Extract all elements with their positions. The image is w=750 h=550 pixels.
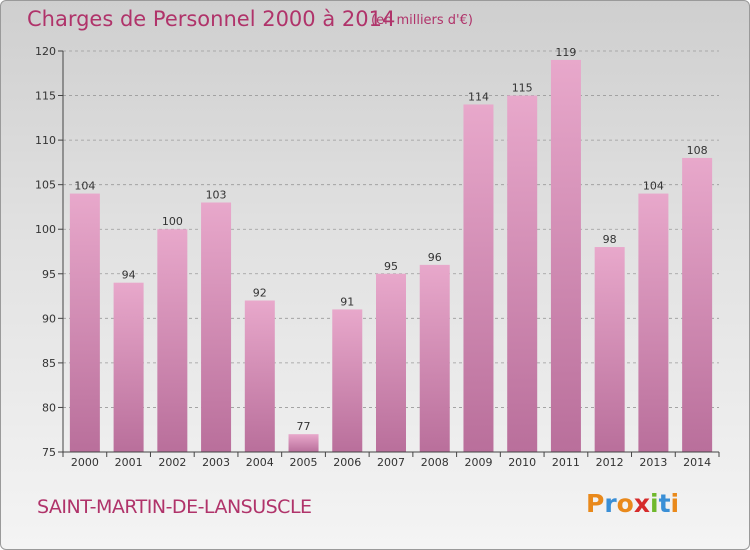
x-tick-label: 2003 (202, 456, 230, 469)
data-label: 103 (206, 188, 227, 201)
x-tick-label: 2006 (333, 456, 361, 469)
bar (682, 157, 713, 452)
data-label: 114 (468, 90, 489, 103)
bar (157, 229, 188, 452)
y-tick-label: 115 (35, 90, 56, 103)
x-tick-label: 2002 (158, 456, 186, 469)
chart-title: Charges de Personnel 2000 à 2014 (27, 7, 396, 31)
x-tick-label: 2004 (246, 456, 274, 469)
bar (288, 434, 319, 452)
data-label: 104 (643, 180, 664, 193)
data-label: 94 (122, 269, 136, 282)
data-label: 91 (340, 295, 354, 308)
data-label: 104 (74, 180, 95, 193)
bar (113, 282, 144, 452)
data-label: 77 (297, 420, 311, 433)
data-label: 108 (687, 144, 708, 157)
data-label: 100 (162, 215, 183, 228)
data-label: 119 (555, 46, 576, 59)
bar (201, 202, 232, 452)
x-tick-label: 2013 (639, 456, 667, 469)
x-tick-label: 2010 (508, 456, 536, 469)
y-tick-label: 80 (42, 401, 56, 414)
logo-letter: P (586, 489, 605, 518)
x-tick-label: 2012 (596, 456, 624, 469)
y-tick-label: 120 (35, 45, 56, 58)
commune-name: SAINT-MARTIN-DE-LANSUSCLE (37, 496, 312, 518)
logo-letter: t (658, 489, 671, 518)
x-tick-label: 2011 (552, 456, 580, 469)
x-tick-label: 2014 (683, 456, 711, 469)
x-tick-label: 2000 (71, 456, 99, 469)
x-tick-label: 2007 (377, 456, 405, 469)
bar (376, 273, 406, 452)
bar (638, 193, 669, 453)
bar (507, 95, 538, 453)
logo-letter: r (604, 489, 617, 518)
bar (419, 264, 450, 452)
x-tick-label: 2001 (115, 456, 143, 469)
bar (550, 59, 581, 453)
y-tick-label: 85 (42, 357, 56, 370)
logo-letter: x (633, 489, 650, 518)
y-tick-label: 75 (42, 446, 56, 459)
data-label: 96 (428, 251, 442, 264)
bar (463, 104, 494, 452)
logo-letter: i (670, 489, 680, 518)
y-tick-label: 105 (35, 179, 56, 192)
logo-letter: o (616, 489, 634, 518)
y-tick-label: 90 (42, 312, 56, 325)
y-tick-label: 95 (42, 268, 56, 281)
data-label: 115 (512, 82, 533, 95)
bar (594, 247, 625, 452)
x-tick-label: 2008 (421, 456, 449, 469)
y-tick-label: 110 (35, 134, 56, 147)
bar (69, 193, 100, 453)
proxiti-logo: Proxiti (586, 489, 679, 518)
data-label: 95 (384, 260, 398, 273)
x-tick-label: 2005 (290, 456, 318, 469)
y-tick-label: 100 (35, 223, 56, 236)
bar (332, 309, 363, 452)
data-label: 98 (603, 233, 617, 246)
chart-subtitle: (en milliers d'€) (371, 13, 473, 28)
x-tick-label: 2009 (464, 456, 492, 469)
logo-letter: i (650, 489, 659, 518)
bar (244, 300, 275, 452)
data-label: 92 (253, 287, 267, 300)
